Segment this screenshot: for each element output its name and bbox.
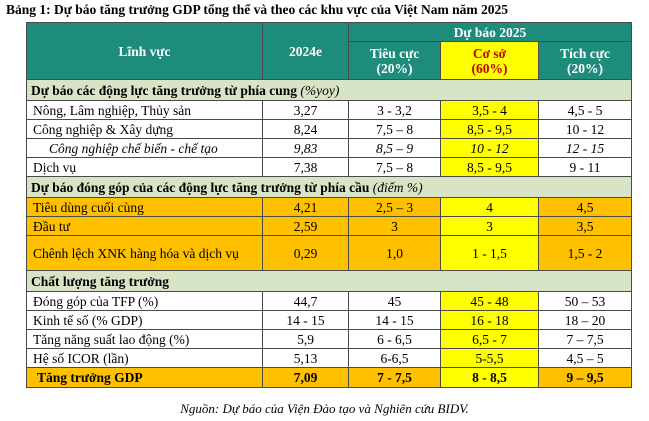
table-row: Công nghiệp chế biến - chế tạo 9,83 8,5 … <box>26 138 632 158</box>
total-row-gdp: Tăng trưởng GDP 7,09 7 - 7,5 8 - 8,5 9 –… <box>26 367 632 388</box>
section-supply-title: Dự báo các động lực tăng trưởng từ phía … <box>31 82 298 98</box>
header-positive-label: Tích cực <box>560 45 610 61</box>
cell-negative: 7 - 7,5 <box>348 367 441 388</box>
cell-base: 8,5 - 9,5 <box>440 119 539 139</box>
cell-base: 3 <box>440 216 539 236</box>
table-row: Đầu tư 2,59 3 3 3,5 <box>26 216 632 236</box>
table-row: Tăng năng suất lao động (%) 5,9 6 - 6,5 … <box>26 329 632 349</box>
header-field: Lĩnh vực <box>26 22 263 80</box>
cell-positive: 50 – 53 <box>538 291 632 311</box>
table-title: Bảng 1: Dự báo tăng trưởng GDP tổng thể … <box>6 2 509 17</box>
table-row: Dịch vụ 7,38 7,5 – 8 8,5 - 9,5 9 - 11 <box>26 157 632 177</box>
row-label: Kinh tế số (% GDP) <box>26 310 263 330</box>
table-row: Công nghiệp & Xây dựng 8,24 7,5 – 8 8,5 … <box>26 119 632 139</box>
header-row-2: Tiêu cực (20%) Cơ sở (60%) Tích cực (20%… <box>27 41 632 80</box>
cell-2024: 14 - 15 <box>262 310 349 330</box>
header-negative: Tiêu cực (20%) <box>348 41 441 80</box>
cell-negative: 6 - 6,5 <box>348 329 441 349</box>
cell-positive: 9 - 11 <box>538 157 632 177</box>
section-supply-cell: Dự báo các động lực tăng trưởng từ phía … <box>26 79 632 101</box>
cell-2024: 44,7 <box>262 291 349 311</box>
cell-2024: 4,21 <box>262 197 349 217</box>
cell-negative: 7,5 – 8 <box>348 119 441 139</box>
cell-2024: 2,59 <box>262 216 349 236</box>
gdp-forecast-table: Lĩnh vực 2024e Dự báo 2025 Tiêu cực (20%… <box>26 21 632 388</box>
cell-positive: 4,5 – 5 <box>538 348 632 368</box>
cell-base: 8,5 - 9,5 <box>440 157 539 177</box>
cell-negative: 3 <box>348 216 441 236</box>
row-label: Tiêu dùng cuối cùng <box>26 197 263 217</box>
cell-negative: 14 - 15 <box>348 310 441 330</box>
table-row: Tiêu dùng cuối cùng 4,21 2,5 – 3 4 4,5 <box>26 197 632 217</box>
cell-negative: 3 - 3,2 <box>348 100 441 120</box>
header-positive-pct: (20%) <box>567 60 603 76</box>
cell-base: 5-5,5 <box>440 348 539 368</box>
cell-base: 16 - 18 <box>440 310 539 330</box>
section-quality: Chất lượng tăng trưởng <box>26 270 632 292</box>
header-forecast-2025: Dự báo 2025 <box>348 21 632 43</box>
header-base-label: Cơ sở <box>472 45 507 61</box>
cell-2024: 3,27 <box>262 100 349 120</box>
table-row: Nông, Lâm nghiệp, Thủy sản 3,27 3 - 3,2 … <box>26 100 632 120</box>
cell-positive: 3,5 <box>538 216 632 236</box>
row-label: Nông, Lâm nghiệp, Thủy sản <box>26 100 263 120</box>
cell-positive: 18 – 20 <box>538 310 632 330</box>
row-label: Đóng góp của TFP (%) <box>26 291 263 311</box>
cell-2024: 0,29 <box>262 235 349 271</box>
header-base-pct: (60%) <box>471 60 508 76</box>
section-supply: Dự báo các động lực tăng trưởng từ phía … <box>26 79 632 101</box>
cell-base: 6,5 - 7 <box>440 329 539 349</box>
cell-positive: 7 – 7,5 <box>538 329 632 349</box>
cell-2024: 5,9 <box>262 329 349 349</box>
header-positive: Tích cực (20%) <box>538 41 632 80</box>
section-demand-cell: Dự báo đóng góp của các động lực tăng tr… <box>26 176 632 198</box>
table-row: Hệ số ICOR (lần) 5,13 6-6,5 5-5,5 4,5 – … <box>26 348 632 368</box>
cell-2024: 9,83 <box>262 138 349 158</box>
row-label: Chênh lệch XNK hàng hóa và dịch vụ <box>26 235 263 271</box>
source-note: Nguồn: Dự báo của Viện Đào tạo và Nghiên… <box>180 401 469 416</box>
cell-positive: 1,5 - 2 <box>538 235 632 271</box>
table-row: Chênh lệch XNK hàng hóa và dịch vụ 0,29 … <box>26 235 632 271</box>
cell-positive: 9 – 9,5 <box>538 367 632 388</box>
cell-base: 45 - 48 <box>440 291 539 311</box>
cell-2024: 7,09 <box>262 367 349 388</box>
cell-negative: 45 <box>348 291 441 311</box>
cell-base: 10 - 12 <box>440 138 539 158</box>
cell-positive: 4,5 <box>538 197 632 217</box>
cell-negative: 7,5 – 8 <box>348 157 441 177</box>
table-row: Kinh tế số (% GDP) 14 - 15 14 - 15 16 - … <box>26 310 632 330</box>
section-demand-unit: (điểm %) <box>372 179 423 195</box>
cell-negative: 8,5 – 9 <box>348 138 441 158</box>
section-supply-unit: (%yoy) <box>300 82 340 98</box>
header-base: Cơ sở (60%) <box>440 41 539 80</box>
row-label: Dịch vụ <box>26 157 263 177</box>
cell-2024: 7,38 <box>262 157 349 177</box>
cell-base: 3,5 - 4 <box>440 100 539 120</box>
row-label: Đầu tư <box>26 216 263 236</box>
cell-positive: 4,5 - 5 <box>538 100 632 120</box>
row-label: Hệ số ICOR (lần) <box>26 348 263 368</box>
cell-positive: 10 - 12 <box>538 119 632 139</box>
cell-base: 8 - 8,5 <box>440 367 539 388</box>
cell-2024: 8,24 <box>262 119 349 139</box>
cell-negative: 1,0 <box>348 235 441 271</box>
header-negative-label: Tiêu cực <box>369 45 420 61</box>
cell-2024: 5,13 <box>262 348 349 368</box>
section-quality-title: Chất lượng tăng trưởng <box>26 270 632 292</box>
row-label: Tăng trưởng GDP <box>26 367 263 388</box>
section-demand: Dự báo đóng góp của các động lực tăng tr… <box>26 176 632 198</box>
row-label: Tăng năng suất lao động (%) <box>26 329 263 349</box>
cell-negative: 6-6,5 <box>348 348 441 368</box>
row-label: Công nghiệp chế biến - chế tạo <box>26 138 263 158</box>
cell-positive: 12 - 15 <box>538 138 632 158</box>
header-2024: 2024e <box>262 22 349 80</box>
section-demand-title: Dự báo đóng góp của các động lực tăng tr… <box>31 179 370 195</box>
cell-negative: 2,5 – 3 <box>348 197 441 217</box>
table-row: Đóng góp của TFP (%) 44,7 45 45 - 48 50 … <box>26 291 632 311</box>
header-negative-pct: (20%) <box>376 60 413 76</box>
row-label: Công nghiệp & Xây dựng <box>26 119 263 139</box>
cell-base: 4 <box>440 197 539 217</box>
cell-base: 1 - 1,5 <box>440 235 539 271</box>
header-row-1: Lĩnh vực 2024e Dự báo 2025 <box>26 21 632 80</box>
